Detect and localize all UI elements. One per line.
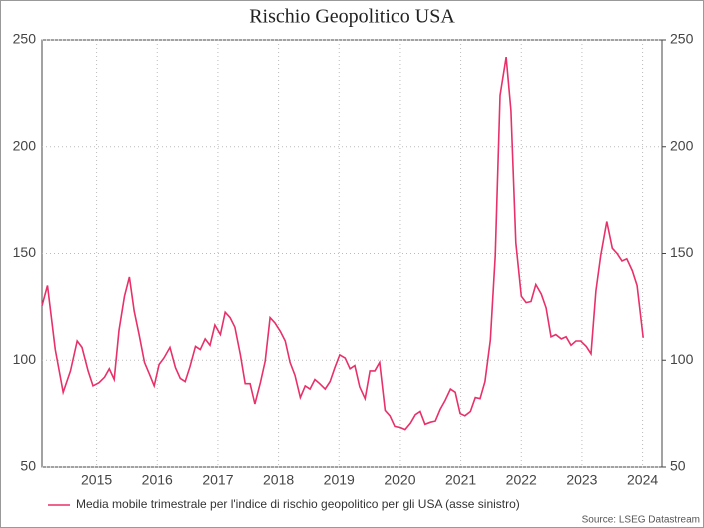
source: Source: LSEG Datastream xyxy=(582,515,700,526)
y-tick-label: 50 xyxy=(20,458,36,474)
x-tick-label: 2019 xyxy=(324,472,355,488)
x-tick-label: 2020 xyxy=(384,472,415,488)
x-tick-label: 2015 xyxy=(81,472,112,488)
line xyxy=(41,56,644,431)
x-tick-label: 2022 xyxy=(506,472,537,488)
y-tick-label: 150 xyxy=(13,244,37,260)
x-tick-label: 2023 xyxy=(566,472,597,488)
y2-tick-label: 150 xyxy=(670,244,694,260)
y2-tick-label: 100 xyxy=(670,351,694,367)
x-tick-label: 2016 xyxy=(142,472,173,488)
x-tick-label: 2021 xyxy=(445,472,476,488)
y2-tick-label: 200 xyxy=(670,137,694,153)
y-tick-label: 250 xyxy=(13,31,37,47)
legend-label: Media mobile trimestrale per l'indice di… xyxy=(76,497,520,511)
x-tick-label: 2017 xyxy=(202,472,233,488)
y2-tick-label: 250 xyxy=(670,31,694,47)
y-tick-label: 200 xyxy=(13,137,37,153)
y2-tick-label: 50 xyxy=(670,458,686,474)
y-tick-label: 100 xyxy=(13,351,37,367)
x-tick-label: 2024 xyxy=(627,472,658,488)
chart-title: Rischio Geopolitico USA xyxy=(249,6,455,28)
x-tick-label: 2018 xyxy=(263,472,294,488)
